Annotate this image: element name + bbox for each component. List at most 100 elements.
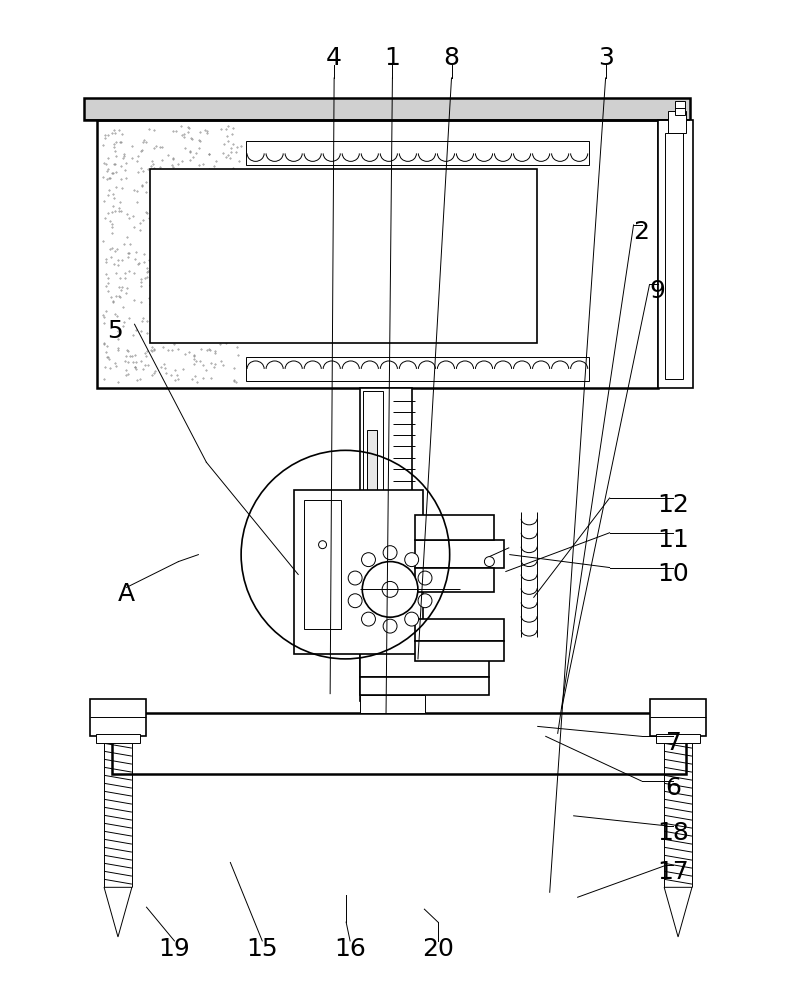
Point: [182, 184, 195, 200]
Point: [212, 286, 225, 302]
Point: [233, 207, 246, 223]
Point: [177, 224, 190, 240]
Point: [106, 165, 119, 181]
Circle shape: [348, 571, 361, 585]
Point: [230, 173, 243, 189]
Point: [233, 190, 246, 206]
Point: [220, 128, 233, 144]
Point: [108, 125, 121, 141]
Bar: [360, 695, 424, 713]
Point: [112, 122, 125, 138]
Point: [160, 176, 173, 192]
Point: [188, 356, 201, 372]
Point: [99, 210, 112, 226]
Point: [222, 133, 234, 149]
Point: [107, 186, 120, 202]
Point: [188, 347, 201, 363]
Point: [170, 163, 183, 179]
Polygon shape: [663, 887, 691, 937]
Point: [196, 225, 209, 241]
Point: [194, 226, 207, 242]
Point: [220, 263, 233, 279]
Circle shape: [362, 562, 418, 617]
Point: [108, 306, 121, 322]
Point: [175, 262, 188, 278]
Point: [111, 308, 124, 324]
Point: [112, 200, 125, 216]
Point: [149, 138, 162, 154]
Point: [226, 303, 238, 319]
Point: [145, 158, 157, 174]
Point: [173, 166, 185, 182]
Point: [190, 172, 203, 188]
Point: [98, 155, 111, 171]
Point: [164, 313, 177, 329]
Point: [214, 333, 226, 349]
Point: [197, 357, 210, 373]
Circle shape: [318, 541, 326, 549]
Text: 3: 3: [597, 46, 613, 70]
Point: [189, 263, 202, 279]
Point: [121, 354, 134, 370]
Point: [106, 294, 119, 310]
Point: [99, 130, 112, 146]
Point: [100, 349, 113, 365]
Point: [100, 303, 112, 319]
Point: [186, 149, 199, 165]
Point: [130, 183, 143, 199]
Point: [168, 292, 181, 308]
Point: [183, 320, 196, 336]
Point: [177, 329, 190, 345]
Point: [230, 144, 243, 160]
Point: [227, 256, 240, 272]
Point: [213, 326, 226, 342]
Point: [105, 240, 118, 256]
Point: [218, 335, 231, 351]
Point: [108, 203, 121, 219]
Point: [232, 153, 245, 169]
Point: [230, 214, 243, 230]
Point: [106, 219, 119, 235]
Point: [203, 342, 216, 358]
Point: [99, 156, 112, 172]
Point: [132, 148, 145, 164]
Point: [101, 127, 114, 143]
Point: [141, 263, 154, 279]
Point: [191, 176, 204, 192]
Point: [231, 347, 244, 363]
Point: [118, 353, 131, 369]
Point: [230, 246, 243, 262]
Point: [135, 178, 148, 194]
Bar: [84, 98, 689, 120]
Point: [97, 336, 110, 352]
Point: [115, 134, 128, 150]
Point: [135, 143, 148, 159]
Circle shape: [484, 557, 494, 567]
Point: [112, 203, 124, 219]
Text: 17: 17: [657, 860, 688, 884]
Point: [129, 361, 142, 377]
Point: [116, 279, 128, 295]
Point: [192, 239, 205, 255]
Point: [99, 278, 112, 294]
Point: [108, 139, 120, 155]
Point: [141, 343, 153, 359]
Point: [123, 245, 136, 261]
Point: [138, 345, 151, 361]
Point: [233, 185, 246, 201]
Point: [223, 150, 236, 166]
Point: [141, 264, 153, 280]
Point: [228, 330, 241, 346]
Point: [214, 171, 226, 187]
Point: [112, 331, 124, 347]
Point: [123, 210, 136, 226]
Point: [141, 205, 153, 221]
Bar: [363, 391, 383, 699]
Point: [167, 150, 180, 166]
Point: [203, 255, 216, 271]
Point: [192, 333, 205, 349]
Point: [153, 159, 166, 175]
Point: [198, 261, 211, 277]
Point: [185, 287, 198, 303]
Point: [108, 156, 121, 172]
